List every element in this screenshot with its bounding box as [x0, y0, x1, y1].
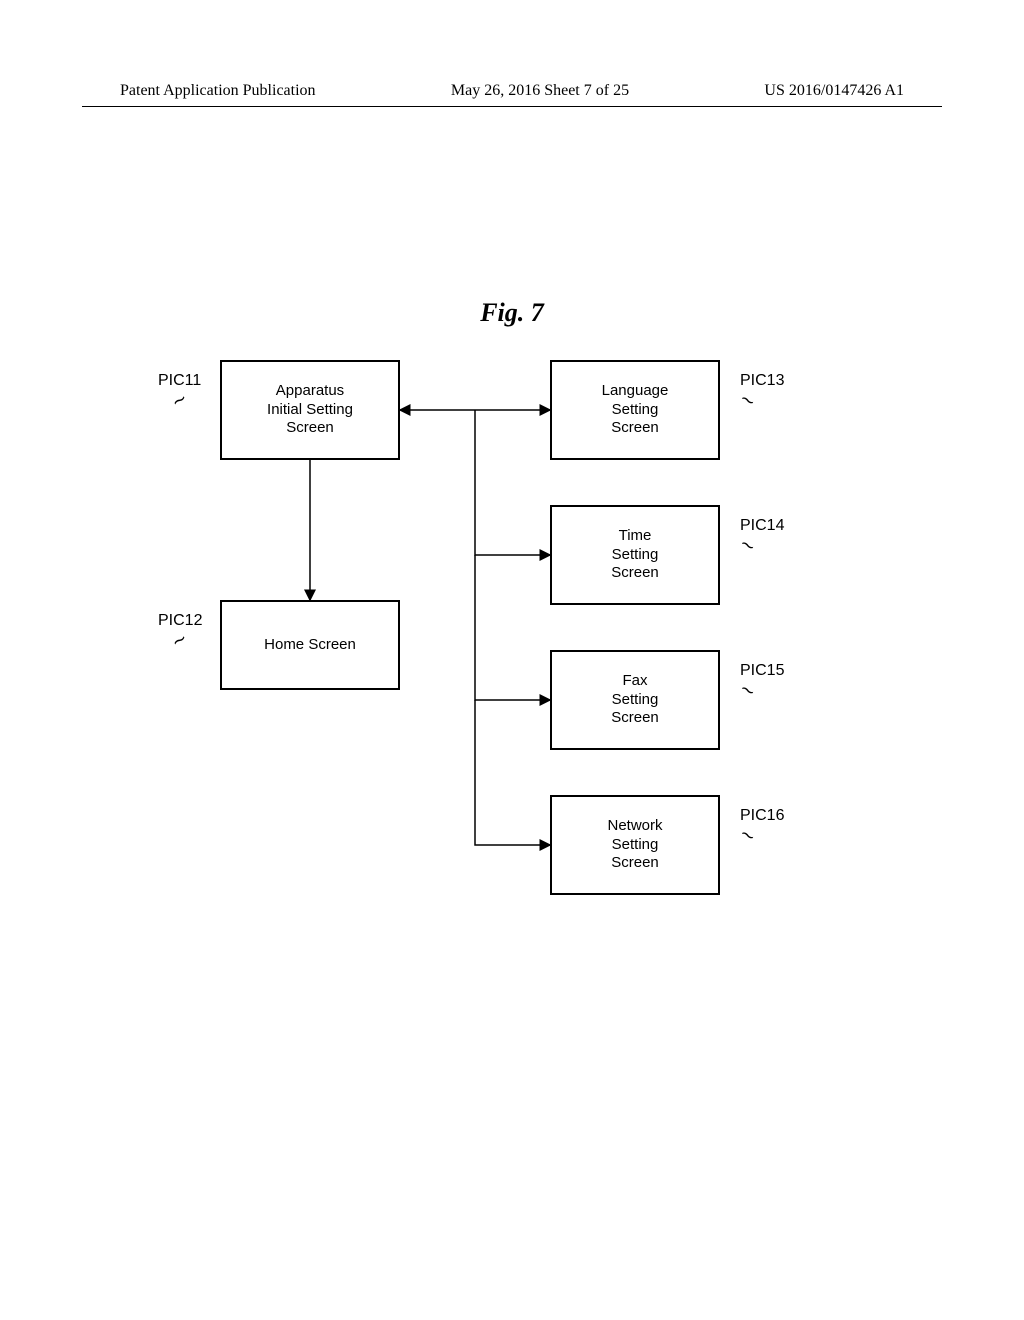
figure-title: Fig. 7	[0, 298, 1024, 328]
header-mid: May 26, 2016 Sheet 7 of 25	[451, 82, 629, 100]
node-pic11: ApparatusInitial SettingScreen	[220, 360, 400, 460]
node-pic14: TimeSettingScreen	[550, 505, 720, 605]
node-pic15: FaxSettingScreen	[550, 650, 720, 750]
node-pic16: NetworkSettingScreen	[550, 795, 720, 895]
node-pic13: LanguageSettingScreen	[550, 360, 720, 460]
page-header: Patent Application Publication May 26, 2…	[0, 82, 1024, 100]
header-left: Patent Application Publication	[120, 82, 316, 100]
diagram-canvas: ApparatusInitial SettingScreenPIC11∼Home…	[130, 350, 870, 990]
node-pic12: Home Screen	[220, 600, 400, 690]
header-right: US 2016/0147426 A1	[764, 82, 904, 100]
header-rule	[82, 106, 942, 107]
